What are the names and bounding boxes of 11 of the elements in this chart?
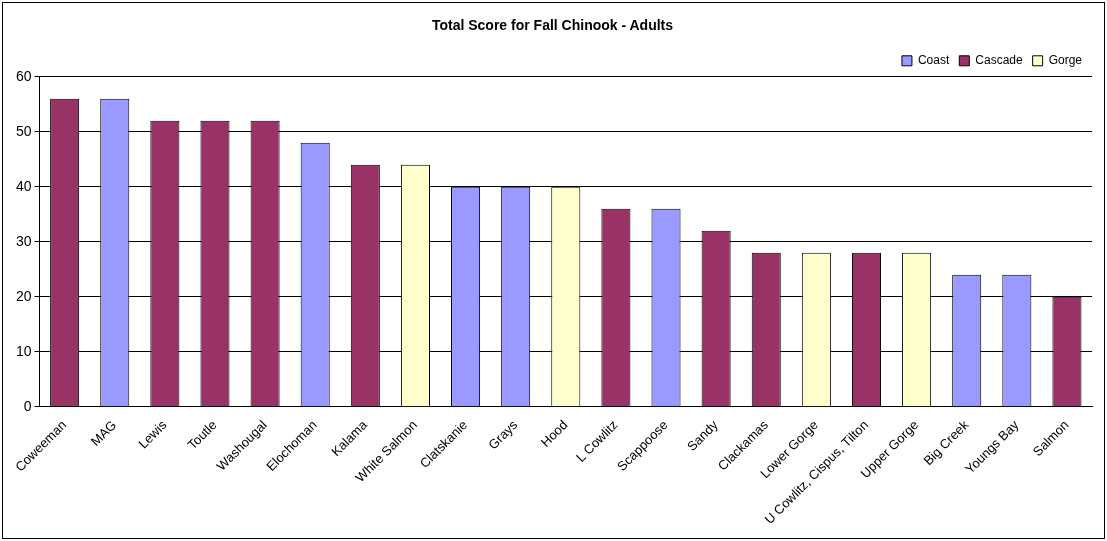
y-tick-label: 0 bbox=[23, 397, 32, 414]
y-tick-label: 20 bbox=[15, 287, 32, 304]
y-tick-label: 10 bbox=[15, 342, 32, 359]
y-tick-label: 30 bbox=[15, 232, 32, 249]
legend-label: Coast bbox=[917, 53, 950, 68]
y-tick-label: 40 bbox=[15, 177, 32, 194]
chart-title: Total Score for Fall Chinook - Adults bbox=[431, 17, 674, 34]
y-tick-label: 50 bbox=[15, 122, 32, 139]
legend-label: Cascade bbox=[975, 53, 1023, 68]
y-tick-label: 60 bbox=[15, 67, 32, 84]
legend-label: Gorge bbox=[1048, 53, 1083, 68]
